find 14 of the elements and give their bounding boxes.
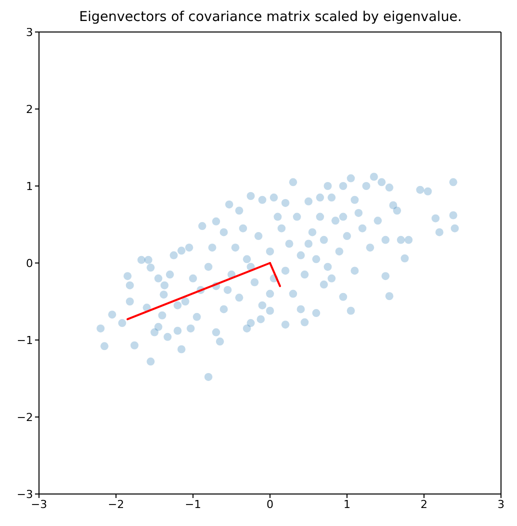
x-tick-label: −2 — [108, 498, 124, 511]
y-tick-label: 1 — [26, 180, 33, 193]
y-tick-label: −2 — [16, 410, 33, 424]
x-tick-label: 3 — [498, 498, 504, 511]
y-tick-label: 0 — [26, 256, 33, 270]
x-tick-label: 1 — [344, 498, 350, 511]
chart-title: Eigenvectors of covariance matrix scaled by eigenvalue. — [78, 8, 463, 27]
y-tick-label: 3 — [26, 26, 33, 39]
x-tick-label: 2 — [420, 498, 428, 511]
y-tick-label: 2 — [26, 102, 33, 116]
x-tick-label: 0 — [266, 498, 274, 511]
y-tick-label: −3 — [16, 488, 33, 501]
y-tick-label: −1 — [16, 334, 33, 347]
x-tick-label: −1 — [184, 498, 202, 511]
